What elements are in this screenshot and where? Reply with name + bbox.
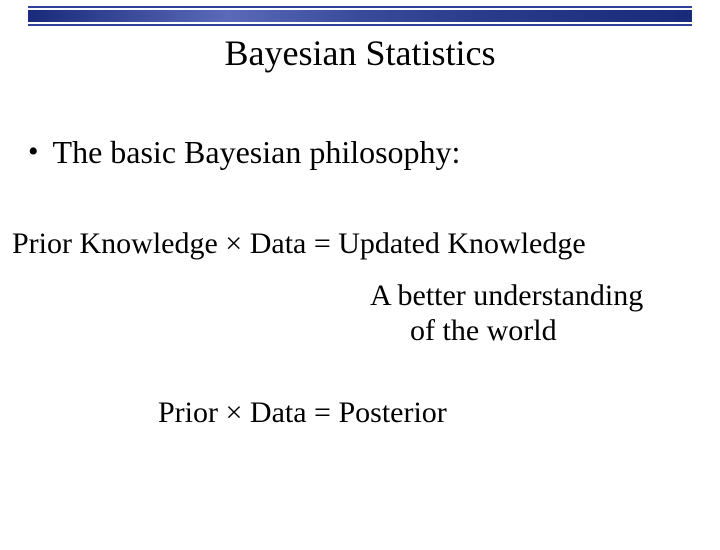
header-rule bbox=[28, 10, 692, 22]
slide-title: Bayesian Statistics bbox=[0, 32, 720, 74]
equation-prior-posterior: Prior × Data = Posterior bbox=[158, 396, 720, 430]
bullet-marker: • bbox=[28, 134, 39, 170]
bullet-item: • The basic Bayesian philosophy: bbox=[28, 134, 720, 171]
slide-container: Bayesian Statistics • The basic Bayesian… bbox=[0, 10, 720, 550]
subtitle-line-2: of the world bbox=[410, 314, 720, 349]
equation-prior-knowledge: Prior Knowledge × Data = Updated Knowled… bbox=[12, 227, 720, 261]
subtitle-block: A better understanding of the world bbox=[370, 279, 720, 348]
bullet-text: The basic Bayesian philosophy: bbox=[53, 134, 461, 171]
subtitle-line-1: A better understanding bbox=[370, 279, 720, 314]
